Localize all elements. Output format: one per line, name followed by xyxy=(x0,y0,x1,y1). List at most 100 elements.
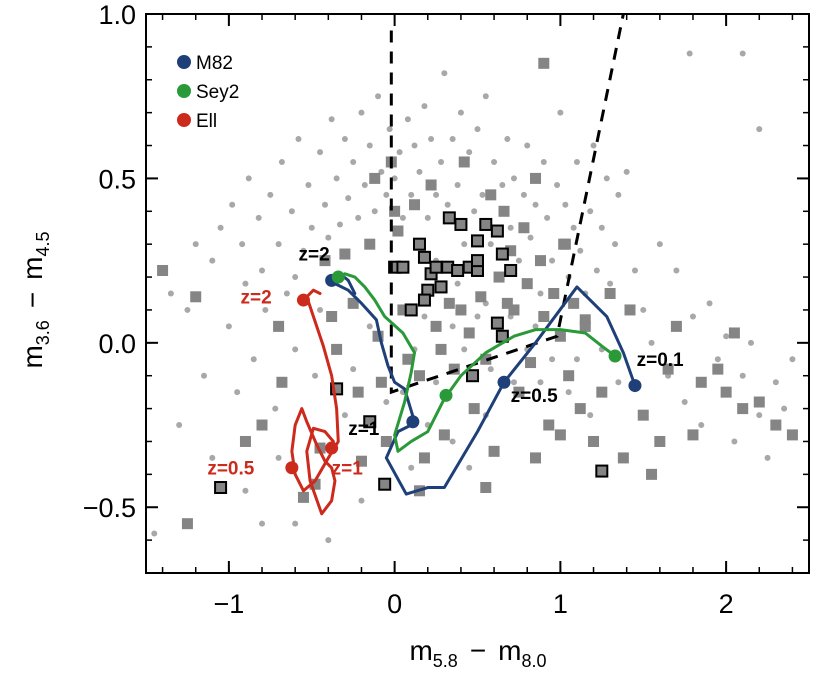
data-dot xyxy=(167,290,174,297)
data-square-outlined xyxy=(454,217,468,231)
data-dot xyxy=(433,191,440,198)
data-dot xyxy=(739,50,746,57)
annotation-label: z=0.1 xyxy=(637,350,684,371)
data-dot xyxy=(328,116,335,123)
data-square xyxy=(435,343,447,355)
data-dot xyxy=(510,175,517,182)
data-square xyxy=(239,435,251,447)
data-dot xyxy=(322,201,329,208)
legend-label-ell: Ell xyxy=(196,111,217,132)
data-dot xyxy=(341,412,348,419)
data-dot xyxy=(267,191,274,198)
data-square xyxy=(480,353,492,365)
marker-ell xyxy=(325,441,339,455)
data-dot xyxy=(239,241,246,248)
data-square xyxy=(505,245,517,257)
data-dot xyxy=(532,201,539,208)
data-square xyxy=(438,429,450,441)
data-square xyxy=(508,304,520,316)
data-square xyxy=(596,386,608,398)
data-dot xyxy=(681,399,688,406)
data-dot xyxy=(255,214,262,221)
data-square xyxy=(418,452,430,464)
data-dot xyxy=(350,366,357,373)
data-dot xyxy=(259,267,266,274)
data-square xyxy=(375,376,387,388)
data-dot xyxy=(366,142,373,149)
data-square xyxy=(753,396,765,408)
data-dot xyxy=(399,214,406,221)
data-square-outlined xyxy=(490,224,504,238)
data-dot xyxy=(510,379,517,386)
y-tick-label: −0.5 xyxy=(83,493,136,523)
data-dot xyxy=(433,379,440,386)
data-dot xyxy=(288,208,295,215)
data-square xyxy=(530,452,542,464)
data-dot xyxy=(441,70,448,77)
data-square xyxy=(525,357,537,369)
data-square xyxy=(670,320,682,332)
data-square xyxy=(498,205,510,217)
annotation-label: z=0.5 xyxy=(511,386,558,407)
data-dot xyxy=(192,241,199,248)
data-square xyxy=(352,386,364,398)
data-square xyxy=(256,419,268,431)
data-square xyxy=(485,189,497,201)
data-dot xyxy=(300,247,307,254)
data-square xyxy=(157,264,169,276)
data-square xyxy=(364,238,376,250)
data-square xyxy=(548,288,560,299)
data-dot xyxy=(714,356,721,363)
data-dot xyxy=(570,224,577,231)
data-square xyxy=(538,57,550,69)
data-dot xyxy=(772,379,779,386)
data-dot xyxy=(554,181,561,188)
data-square xyxy=(720,386,732,398)
data-dot xyxy=(428,135,435,142)
data-square xyxy=(355,455,367,467)
data-dot xyxy=(333,175,340,182)
data-square xyxy=(579,314,591,326)
data-dot xyxy=(612,241,619,248)
data-dot xyxy=(292,274,299,281)
data-dot xyxy=(524,142,531,149)
data-square xyxy=(409,199,421,211)
data-dot xyxy=(361,181,368,188)
data-dot xyxy=(295,135,302,142)
data-square xyxy=(687,429,699,441)
legend-label-m82: M82 xyxy=(196,53,233,74)
data-dot xyxy=(537,290,544,297)
data-dot xyxy=(549,356,556,363)
data-square-outlined xyxy=(495,247,509,261)
data-dot xyxy=(532,323,539,330)
data-dot xyxy=(515,257,522,264)
data-dot xyxy=(245,175,252,182)
marker-sey2 xyxy=(331,270,345,284)
data-dot xyxy=(317,149,324,156)
data-dot xyxy=(537,379,544,386)
data-dot xyxy=(184,306,191,313)
redshift-markers xyxy=(285,270,642,475)
data-square-outlined xyxy=(330,382,344,396)
data-square-outlined xyxy=(412,237,426,251)
data-dot xyxy=(623,168,630,175)
annotation-label: z=2 xyxy=(298,245,329,266)
legend: M82 Sey2 Ell xyxy=(177,53,239,132)
x-tick-label: 1 xyxy=(553,589,568,619)
data-dot xyxy=(520,191,527,198)
data-dot xyxy=(176,422,183,429)
data-dot xyxy=(449,323,456,330)
data-dot xyxy=(706,300,713,307)
x-axis-title: m5.8− m8.0 xyxy=(409,635,546,671)
data-square xyxy=(402,353,414,365)
data-dot xyxy=(487,366,494,373)
data-dot xyxy=(474,126,481,133)
data-square xyxy=(493,271,505,283)
data-square xyxy=(654,435,666,447)
data-dot xyxy=(275,454,282,461)
data-square-outlined xyxy=(479,217,493,231)
data-square xyxy=(521,278,533,290)
data-square xyxy=(637,409,649,421)
data-dot xyxy=(438,158,445,165)
